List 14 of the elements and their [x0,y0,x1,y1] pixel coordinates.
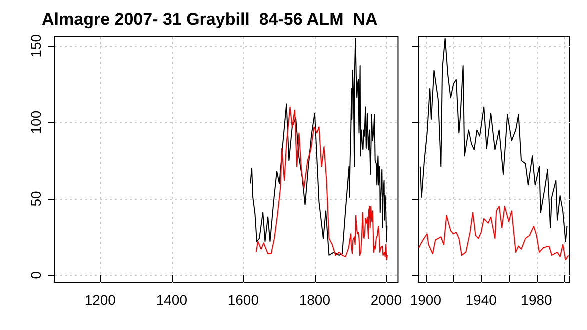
y-tick-label: 150 [28,34,44,58]
x-tick-label: 1940 [466,292,498,308]
chart-title: Almagre 2007- 31 Graybill 84-56 ALM NA [42,10,378,29]
x-tick-label: 1980 [521,292,553,308]
line-series [256,106,388,261]
y-tick-label: 0 [28,271,44,280]
y-tick-label: 50 [28,190,44,207]
x-tick-label: 1400 [156,292,188,308]
x-tick-label: 2000 [370,292,402,308]
x-tick-label: 1900 [410,292,442,308]
x-tick-label: 1600 [228,292,260,308]
x-tick-label: 1800 [299,292,331,308]
y-tick-label: 100 [28,110,44,134]
x-tick-label: 1200 [84,292,116,308]
